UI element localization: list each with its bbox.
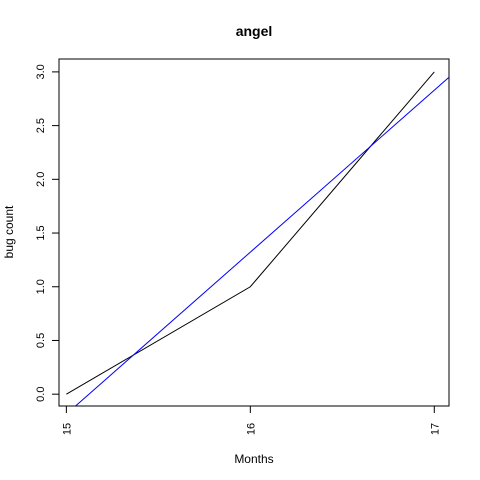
series-line-2: [75, 76, 450, 407]
y-axis-label: bug count: [2, 205, 16, 258]
plot-frame: [58, 58, 450, 407]
y-tick-label-0.5: 0.5: [35, 333, 47, 348]
y-axis: 0.0 0.5 1.0 1.5 2.0 2.5 3.0: [35, 64, 60, 402]
y-tick-label-1.0: 1.0: [35, 279, 47, 294]
x-axis-label: Months: [234, 452, 273, 466]
series-layer: [66, 71, 450, 407]
x-tick-label-16: 16: [245, 423, 257, 435]
y-tick-label-1.5: 1.5: [35, 225, 47, 240]
x-axis: 15 16 17: [61, 405, 441, 435]
y-tick-label-3.0: 3.0: [35, 64, 47, 79]
x-tick-label-17: 17: [429, 423, 441, 435]
y-tick-label-2.0: 2.0: [35, 172, 47, 187]
chart-title: angel: [236, 23, 273, 39]
y-tick-label-2.5: 2.5: [35, 118, 47, 133]
x-tick-label-15: 15: [61, 423, 73, 435]
series-line-1: [66, 71, 435, 395]
y-tick-label-0.0: 0.0: [35, 387, 47, 402]
